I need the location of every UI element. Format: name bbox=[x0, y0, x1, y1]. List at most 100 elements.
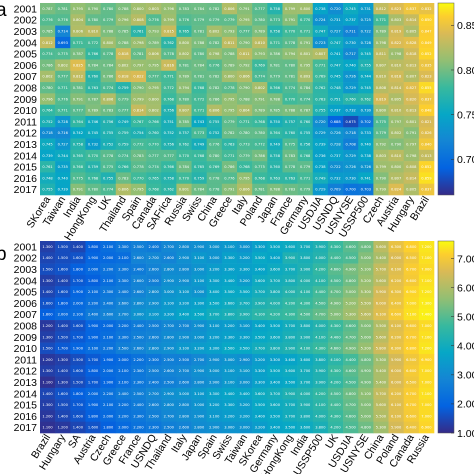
heatmap-b-cell bbox=[312, 421, 329, 434]
heatmap-a-cell bbox=[115, 138, 132, 151]
year-label: 2016 bbox=[14, 173, 38, 185]
heatmap-a-cell bbox=[418, 3, 435, 15]
heatmap-a-cell-value: 0.780 bbox=[209, 154, 220, 158]
heatmap-a-cell-value: 0.816 bbox=[164, 63, 175, 67]
heatmap-b-cell-value: 2.000 bbox=[103, 324, 114, 328]
heatmap-b-cell bbox=[252, 241, 268, 253]
heatmap-b-cell bbox=[358, 365, 374, 377]
heatmap-a-cell bbox=[206, 127, 223, 139]
heatmap-a-cell bbox=[100, 14, 117, 26]
heatmap-a-cell-value: 0.789 bbox=[179, 75, 190, 79]
heatmap-b-cell-value: 2.900 bbox=[194, 369, 205, 373]
heatmap-a-cell bbox=[403, 127, 420, 139]
heatmap-b-cell bbox=[403, 286, 420, 298]
heatmap-b-cell-value: 2.400 bbox=[88, 313, 99, 317]
heatmap-a-cell bbox=[418, 183, 435, 196]
heatmap-a-cell bbox=[85, 149, 101, 162]
heatmap-a-cell-value: 0.756 bbox=[103, 120, 114, 124]
heatmap-a-cell-value: 0.755 bbox=[42, 188, 52, 192]
heatmap-a-cell bbox=[252, 161, 268, 173]
heatmap-b-cell bbox=[191, 353, 207, 366]
heatmap-b-cell bbox=[312, 387, 329, 400]
heatmap-b-cell-value: 4.500 bbox=[346, 380, 357, 384]
heatmap-b-cell-value: 2.800 bbox=[164, 335, 175, 339]
heatmap-a-cell bbox=[343, 82, 359, 94]
heatmap-a-cell-value: 0.785 bbox=[118, 30, 128, 34]
heatmap-b-cell bbox=[146, 252, 162, 264]
heatmap-b-cell-value: 6.700 bbox=[406, 268, 417, 272]
heatmap-a-cell-value: 0.771 bbox=[376, 18, 386, 22]
heatmap-a-cell bbox=[267, 138, 283, 151]
heatmap-b-cell-value: 3.500 bbox=[224, 347, 235, 351]
heatmap-b-cell-value: 7.000 bbox=[421, 380, 432, 384]
heatmap-a-cell bbox=[100, 138, 117, 151]
heatmap-a-cell-value: 0.733 bbox=[361, 131, 371, 135]
heatmap-b-cell-value: 1.700 bbox=[73, 403, 84, 407]
heatmap-b-cell bbox=[55, 421, 71, 434]
heatmap-b-cell-value: 5.600 bbox=[361, 313, 372, 317]
heatmap-a-cell-value: 0.790 bbox=[391, 142, 402, 146]
heatmap-a-cell-value: 0.760 bbox=[149, 131, 160, 135]
heatmap-a-cell-value: 0.786 bbox=[270, 52, 281, 56]
heatmap-a-cell-value: 0.729 bbox=[315, 188, 326, 192]
heatmap-a-cell-value: 0.742 bbox=[73, 131, 83, 135]
heatmap-a-cell bbox=[282, 138, 298, 151]
heatmap-a-cell bbox=[252, 3, 268, 15]
heatmap-a-cell bbox=[161, 138, 177, 151]
heatmap-b-cell bbox=[70, 331, 86, 343]
heatmap-a-cell-value: 0.791 bbox=[73, 188, 83, 192]
heatmap-a-cell-value: 0.781 bbox=[194, 75, 204, 79]
heatmap-a-cell-value: 0.769 bbox=[209, 165, 220, 169]
heatmap-a-cell bbox=[327, 104, 344, 117]
heatmap-b-cell-value: 4.700 bbox=[315, 313, 326, 317]
heatmap-a-cell-value: 0.747 bbox=[315, 30, 325, 34]
heatmap-b-cell bbox=[115, 410, 132, 422]
heatmap-a-cell-value: 0.770 bbox=[285, 30, 296, 34]
heatmap-a-cell-value: 0.741 bbox=[330, 52, 340, 56]
year-label: 2001 bbox=[14, 3, 38, 15]
heatmap-b-cell-value: 3.000 bbox=[164, 290, 175, 294]
heatmap-a-cell bbox=[70, 149, 86, 162]
heatmap-b-cell-value: 3.800 bbox=[315, 358, 326, 362]
heatmap-a-cell bbox=[55, 48, 71, 60]
heatmap-a-cell-value: 0.744 bbox=[58, 154, 69, 158]
heatmap-b-cell bbox=[252, 263, 268, 276]
heatmap-b-cell-values: 1.300 1.500 1.400 1.800 2.100 2.300 2.500 2.400… bbox=[42, 245, 432, 430]
heatmap-a-cell-value: 0.779 bbox=[270, 75, 281, 79]
heatmap-a-cell-value: 0.740 bbox=[346, 63, 357, 67]
heatmap-a-cell-value: 0.818 bbox=[118, 75, 129, 79]
heatmap-a-cell-value: 0.781 bbox=[73, 86, 83, 90]
heatmap-a-cell-value: 0.781 bbox=[270, 63, 280, 67]
heatmap-b-cell bbox=[418, 308, 435, 321]
heatmap-b-cell-value: 4.700 bbox=[346, 335, 357, 339]
heatmap-b-cell bbox=[40, 421, 56, 434]
heatmap-b-cell-value: 2.300 bbox=[103, 290, 114, 294]
heatmap-b-cell-value: 3.700 bbox=[270, 392, 281, 396]
heatmap-a-cell-value: 0.778 bbox=[224, 86, 235, 90]
heatmap-b-cell-value: 1.500 bbox=[58, 256, 69, 260]
heatmap-a-cell-value: 0.806 bbox=[239, 188, 250, 192]
heatmap-b-cell bbox=[373, 353, 389, 366]
heatmap-a-cell bbox=[130, 161, 147, 173]
heatmap-a-cell bbox=[146, 70, 162, 83]
heatmap-a-cell-value: 0.783 bbox=[103, 109, 113, 113]
heatmap-b-cell-value: 2.200 bbox=[133, 426, 144, 430]
heatmap-panel-b: b 1.300 1.500 1.400 1.800 2.100 2.300 2.500 2.4… bbox=[0, 240, 474, 474]
heatmap-a-cell-value: 0.781 bbox=[179, 63, 189, 67]
heatmap-b-cell-value: 2.500 bbox=[133, 335, 144, 339]
heatmap-b-cell-value: 1.800 bbox=[88, 414, 99, 418]
heatmap-b-cell bbox=[191, 376, 207, 389]
heatmap-b-cell-value: 1.500 bbox=[58, 245, 69, 249]
heatmap-b-cell bbox=[115, 320, 132, 332]
heatmap-a-cell bbox=[343, 3, 359, 15]
heatmap-a-cell bbox=[55, 183, 71, 196]
heatmap-b-cell bbox=[191, 320, 207, 332]
heatmap-a-cell-value: 0.768 bbox=[88, 176, 99, 180]
heatmap-a-cell-value: 0.780 bbox=[179, 97, 190, 101]
heatmap-b-cell bbox=[267, 376, 283, 389]
heatmap-a-cell-value: 0.813 bbox=[406, 109, 416, 113]
heatmap-a-cell-value: 0.818 bbox=[406, 52, 417, 56]
heatmap-b-cell bbox=[70, 320, 86, 332]
heatmap-b-cell-value: 6.600 bbox=[406, 414, 417, 418]
